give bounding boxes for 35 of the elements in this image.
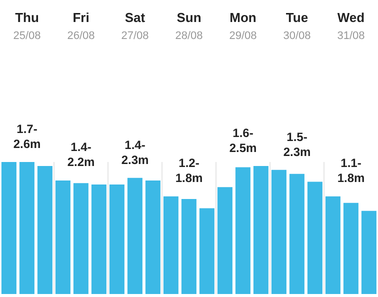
bar <box>127 178 142 294</box>
annotation: 1.4-2.2m <box>66 140 96 170</box>
x-tick-label: Mon 29/08 <box>229 10 257 42</box>
bar <box>217 187 232 294</box>
bar <box>253 166 268 294</box>
bar <box>235 167 250 294</box>
bar <box>361 210 376 294</box>
bar <box>289 174 304 294</box>
bar <box>109 184 124 294</box>
bar <box>145 180 160 294</box>
bar <box>325 196 340 294</box>
x-tick-label: Tue 30/08 <box>283 10 311 42</box>
text: 1.7-2.6m <box>12 122 42 152</box>
bar <box>91 184 106 294</box>
bar <box>55 180 70 294</box>
bar <box>343 202 358 294</box>
x-tick-label: Wed 31/08 <box>337 10 365 42</box>
bar <box>271 170 286 294</box>
x-tick-label: Sat 27/08 <box>121 10 149 42</box>
bar <box>199 208 214 294</box>
annotation: 1.1-1.8m <box>336 156 366 186</box>
annotation: 1.2-1.8m <box>174 156 204 186</box>
bar <box>163 196 178 294</box>
text: 1.6-2.5m <box>228 126 258 156</box>
x-tick-label: Fri 26/08 <box>67 10 95 42</box>
x-tick-label: Thu 25/08 <box>13 10 41 42</box>
bar <box>37 166 52 294</box>
bar <box>181 198 196 294</box>
annotation: 1.4-2.3m <box>120 138 150 168</box>
bar <box>1 162 16 294</box>
x-tick-label: Sun 28/08 <box>175 10 203 42</box>
bar <box>307 182 322 294</box>
bar <box>73 183 88 294</box>
bar <box>19 162 34 294</box>
text: 1.5-2.3m <box>282 130 312 160</box>
